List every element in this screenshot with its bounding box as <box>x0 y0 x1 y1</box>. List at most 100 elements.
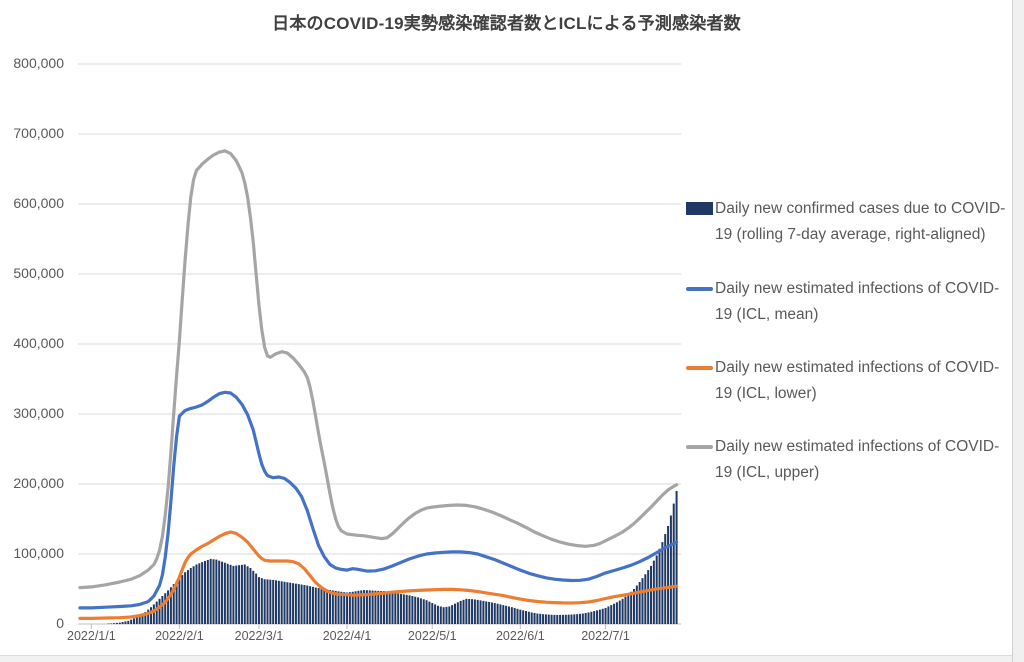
bar-daily-confirmed <box>371 590 374 624</box>
bar-daily-confirmed <box>294 583 297 624</box>
y-axis-tick-label: 300,000 <box>13 405 64 421</box>
worksheet-bottom-margin <box>0 655 1012 662</box>
bar-daily-confirmed <box>567 614 570 624</box>
bar-daily-confirmed <box>471 599 474 624</box>
bar-daily-confirmed <box>485 601 488 624</box>
bar-daily-confirmed <box>661 542 664 624</box>
bar-daily-confirmed <box>627 594 630 624</box>
legend-label-confirmed: Daily new confirmed cases due to COVID-1… <box>715 200 1006 243</box>
bar-daily-confirmed <box>644 574 647 624</box>
bar-daily-confirmed <box>354 591 357 624</box>
bar-daily-confirmed <box>408 595 411 624</box>
x-axis-tick-label: 2022/2/1 <box>155 629 204 643</box>
bar-daily-confirmed <box>181 575 184 624</box>
bar-daily-confirmed <box>351 591 354 624</box>
bar-daily-confirmed <box>473 599 476 624</box>
legend-swatch-confirmed <box>686 202 713 215</box>
bar-daily-confirmed <box>476 599 479 624</box>
bar-daily-confirmed <box>465 598 468 624</box>
bar-daily-confirmed <box>382 591 385 624</box>
bar-daily-confirmed <box>624 596 627 624</box>
bar-daily-confirmed <box>456 602 459 624</box>
bar-daily-confirmed <box>422 599 425 624</box>
y-axis-tick-label: 800,000 <box>13 55 64 71</box>
bar-daily-confirmed <box>161 596 164 624</box>
bar-daily-confirmed <box>283 581 286 624</box>
bar-daily-confirmed <box>385 591 388 624</box>
bar-daily-confirmed <box>448 606 451 624</box>
bar-daily-confirmed <box>533 612 536 624</box>
x-axis-tick-label: 2022/7/1 <box>581 629 630 643</box>
bar-daily-confirmed <box>326 589 329 624</box>
bar-daily-confirmed <box>519 609 522 624</box>
bar-daily-confirmed <box>167 590 170 624</box>
bar-daily-confirmed <box>468 598 471 624</box>
bar-daily-confirmed <box>451 605 454 624</box>
bar-daily-confirmed <box>510 607 513 624</box>
bar-daily-confirmed <box>144 612 147 624</box>
bar-daily-confirmed <box>530 612 533 624</box>
bar-daily-confirmed <box>499 604 502 624</box>
bar-daily-confirmed <box>522 610 525 624</box>
bar-daily-confirmed <box>238 565 241 624</box>
bar-daily-confirmed <box>246 566 249 624</box>
bar-daily-confirmed <box>547 614 550 624</box>
bar-daily-confirmed <box>192 566 195 624</box>
bar-daily-confirmed <box>277 580 280 624</box>
bar-daily-confirmed <box>380 590 383 624</box>
bar-daily-confirmed <box>590 611 593 624</box>
bar-daily-confirmed <box>618 600 621 624</box>
bar-daily-confirmed <box>141 613 144 624</box>
bar-daily-confirmed <box>121 622 124 624</box>
bar-daily-confirmed <box>201 562 204 624</box>
bar-daily-confirmed <box>249 568 252 624</box>
bar-daily-confirmed <box>397 593 400 624</box>
bar-daily-confirmed <box>544 614 547 625</box>
bar-daily-confirmed <box>221 561 224 624</box>
bar-daily-confirmed <box>453 603 456 624</box>
bar-daily-confirmed <box>402 594 405 624</box>
bar-daily-confirmed <box>226 563 229 624</box>
bar-daily-confirmed <box>635 585 638 624</box>
bar-daily-confirmed <box>323 589 326 624</box>
bar-daily-confirmed <box>275 580 278 624</box>
bar-daily-confirmed <box>650 565 653 624</box>
bar-daily-confirmed <box>502 605 505 624</box>
bar-daily-confirmed <box>257 577 260 624</box>
bar-daily-confirmed <box>229 564 232 624</box>
bar-daily-confirmed <box>329 589 331 624</box>
bar-daily-confirmed <box>110 623 113 624</box>
bar-daily-confirmed <box>442 607 445 624</box>
legend-label-icl-upper: Daily new estimated infections of COVID-… <box>715 438 1000 481</box>
x-axis-ticks <box>90 624 607 629</box>
bar-daily-confirmed <box>550 614 553 624</box>
bar-daily-confirmed <box>118 622 121 624</box>
bar-daily-confirmed <box>488 601 491 624</box>
bar-daily-confirmed <box>113 623 116 624</box>
bar-daily-confirmed <box>411 596 414 624</box>
bar-daily-confirmed <box>553 614 556 624</box>
bar-daily-confirmed <box>652 560 655 624</box>
bar-daily-confirmed <box>482 600 485 624</box>
bar-daily-confirmed <box>425 600 428 624</box>
bar-daily-confirmed <box>223 562 226 624</box>
y-axis-tick-label: 200,000 <box>13 475 64 491</box>
bar-daily-confirmed <box>388 592 391 624</box>
legend-item-icl-mean: Daily new estimated infections of COVID-… <box>686 276 1013 328</box>
bar-daily-confirmed <box>664 534 667 624</box>
bar-daily-confirmed <box>147 609 150 624</box>
bar-daily-confirmed <box>434 604 437 624</box>
y-axis-tick-label: 600,000 <box>13 195 64 211</box>
chart-title: 日本のCOVID-19実勢感染確認者数とICLによる予測感染者数 <box>272 14 741 33</box>
bar-daily-confirmed <box>513 608 516 624</box>
bar-daily-confirmed <box>675 491 678 624</box>
bar-daily-confirmed <box>607 606 610 624</box>
line-series-icl-lower <box>78 530 679 621</box>
bar-daily-confirmed <box>172 584 175 624</box>
bar-daily-confirmed <box>391 592 394 624</box>
bar-daily-confirmed <box>331 590 334 624</box>
bar-daily-confirmed <box>198 563 201 624</box>
bar-daily-confirmed <box>505 605 508 624</box>
bar-daily-confirmed <box>431 603 434 624</box>
bar-daily-confirmed <box>164 593 167 624</box>
